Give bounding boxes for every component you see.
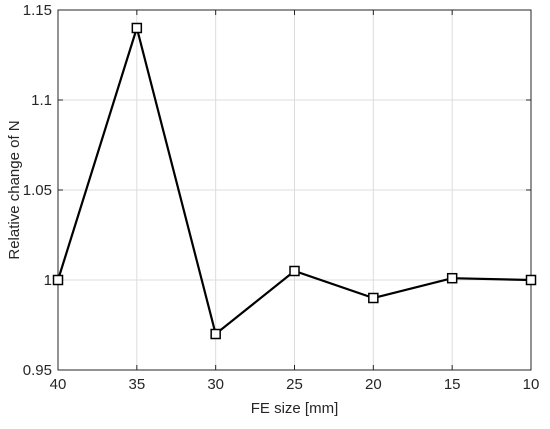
data-point-marker xyxy=(289,265,300,277)
x-tick-label: 15 xyxy=(444,376,461,393)
x-tick-label: 40 xyxy=(50,376,67,393)
x-axis-label: FE size [mm] xyxy=(251,400,339,417)
tick-labels: 40 35 30 25 20 15 10 0.95 1 1.05 1.1 1.15 xyxy=(23,2,540,393)
y-tick-label: 1.05 xyxy=(23,182,52,199)
data-point-marker xyxy=(131,22,143,34)
y-tick-label: 1.1 xyxy=(31,92,52,109)
data-point-marker xyxy=(368,292,379,304)
y-axis-label: Relative change of N xyxy=(6,120,23,259)
series-group xyxy=(52,22,537,340)
data-point-marker xyxy=(210,328,221,340)
y-tick-label: 0.95 xyxy=(23,362,52,379)
x-tick-label: 30 xyxy=(207,376,224,393)
x-tick-label: 25 xyxy=(286,376,303,393)
x-tick-label: 10 xyxy=(523,376,540,393)
grid-lines xyxy=(57,9,532,371)
y-tick-label: 1 xyxy=(44,272,52,289)
data-point-marker xyxy=(446,272,458,284)
x-tick-label: 20 xyxy=(365,376,382,393)
y-tick-label: 1.15 xyxy=(23,2,52,19)
x-tick-label: 35 xyxy=(128,376,145,393)
data-point-marker xyxy=(52,274,64,286)
data-point-marker xyxy=(525,274,537,286)
